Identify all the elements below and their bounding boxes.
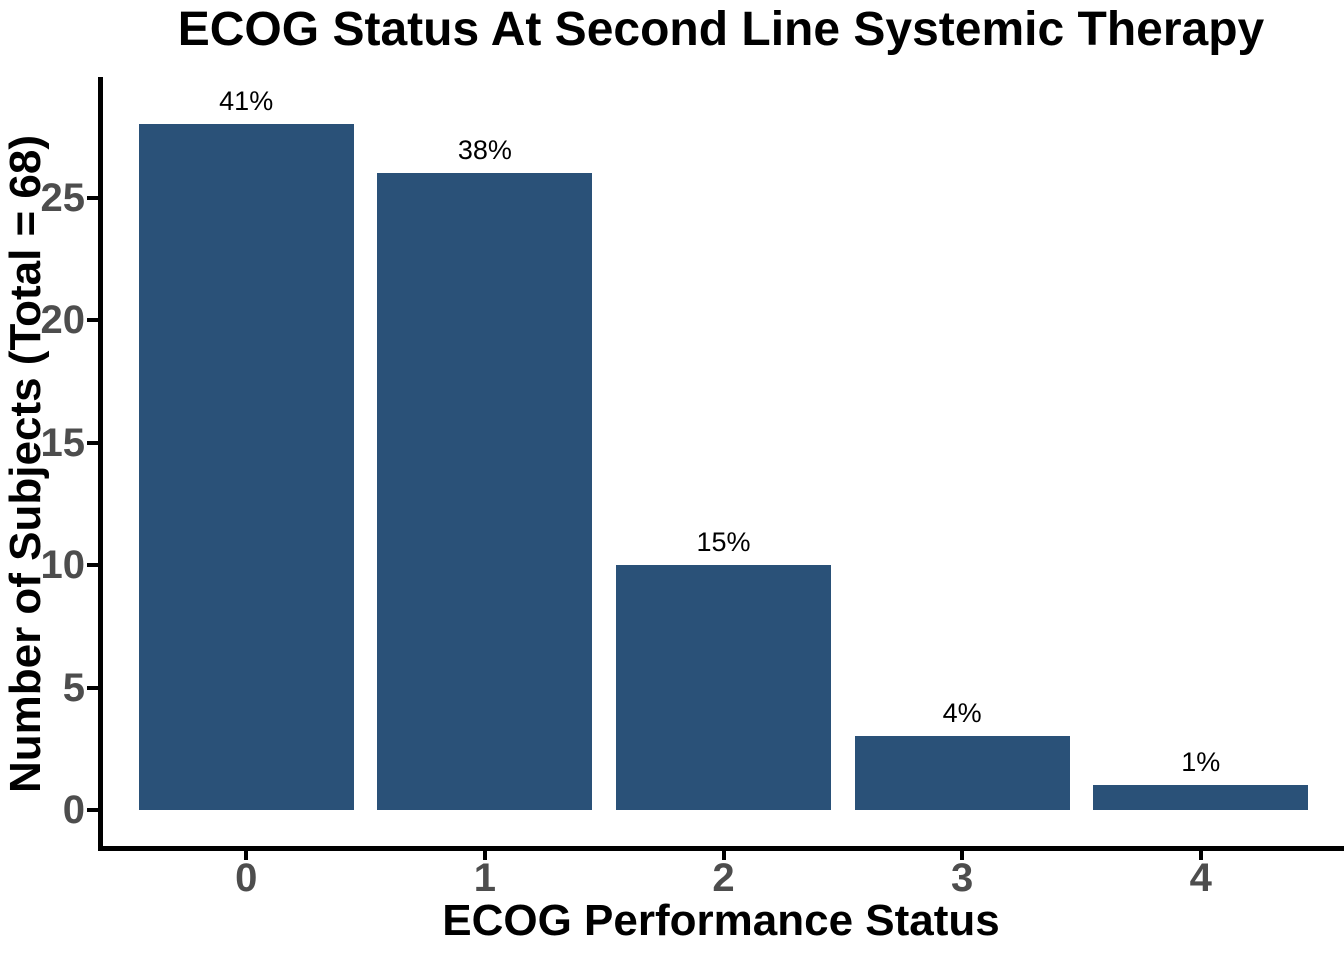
bar-value-label: 1% <box>1181 747 1221 777</box>
bar-value-label: 38% <box>457 135 512 165</box>
x-tick-mark <box>721 851 726 860</box>
x-tick-mark <box>1198 851 1203 860</box>
x-tick-label: 2 <box>712 856 735 900</box>
bar <box>138 124 354 810</box>
y-tick-mark <box>87 440 98 445</box>
y-tick-mark <box>87 685 98 690</box>
bar-value-label: 41% <box>219 86 274 116</box>
y-tick-mark <box>87 318 98 322</box>
bar <box>377 173 593 810</box>
y-tick-label: 20 <box>40 298 86 342</box>
x-tick-mark <box>960 851 965 860</box>
x-tick-label: 4 <box>1189 856 1212 900</box>
chart-title: ECOG Status At Second Line Systemic Ther… <box>177 3 1265 56</box>
y-tick-label: 10 <box>40 543 86 587</box>
x-tick-label: 3 <box>951 856 974 900</box>
x-tick-label: 0 <box>235 856 258 900</box>
y-tick-mark <box>87 563 98 567</box>
bar-value-label: 15% <box>696 527 751 557</box>
x-axis-line <box>98 846 1344 851</box>
bar <box>1093 785 1309 810</box>
y-tick-label: 5 <box>62 665 85 710</box>
x-tick-mark <box>244 851 249 860</box>
y-tick-mark <box>87 195 98 200</box>
x-axis-title: ECOG Performance Status <box>442 896 1000 945</box>
y-tick-label: 15 <box>40 420 86 465</box>
bar <box>854 736 1070 810</box>
x-tick-label: 1 <box>473 856 496 900</box>
y-axis-line <box>98 77 103 851</box>
y-tick-mark <box>87 808 98 812</box>
y-tick-label: 0 <box>62 788 85 832</box>
x-tick-mark <box>482 851 487 860</box>
bar <box>616 565 831 810</box>
y-tick-label: 25 <box>40 175 86 220</box>
bar-value-label: 4% <box>942 698 982 728</box>
